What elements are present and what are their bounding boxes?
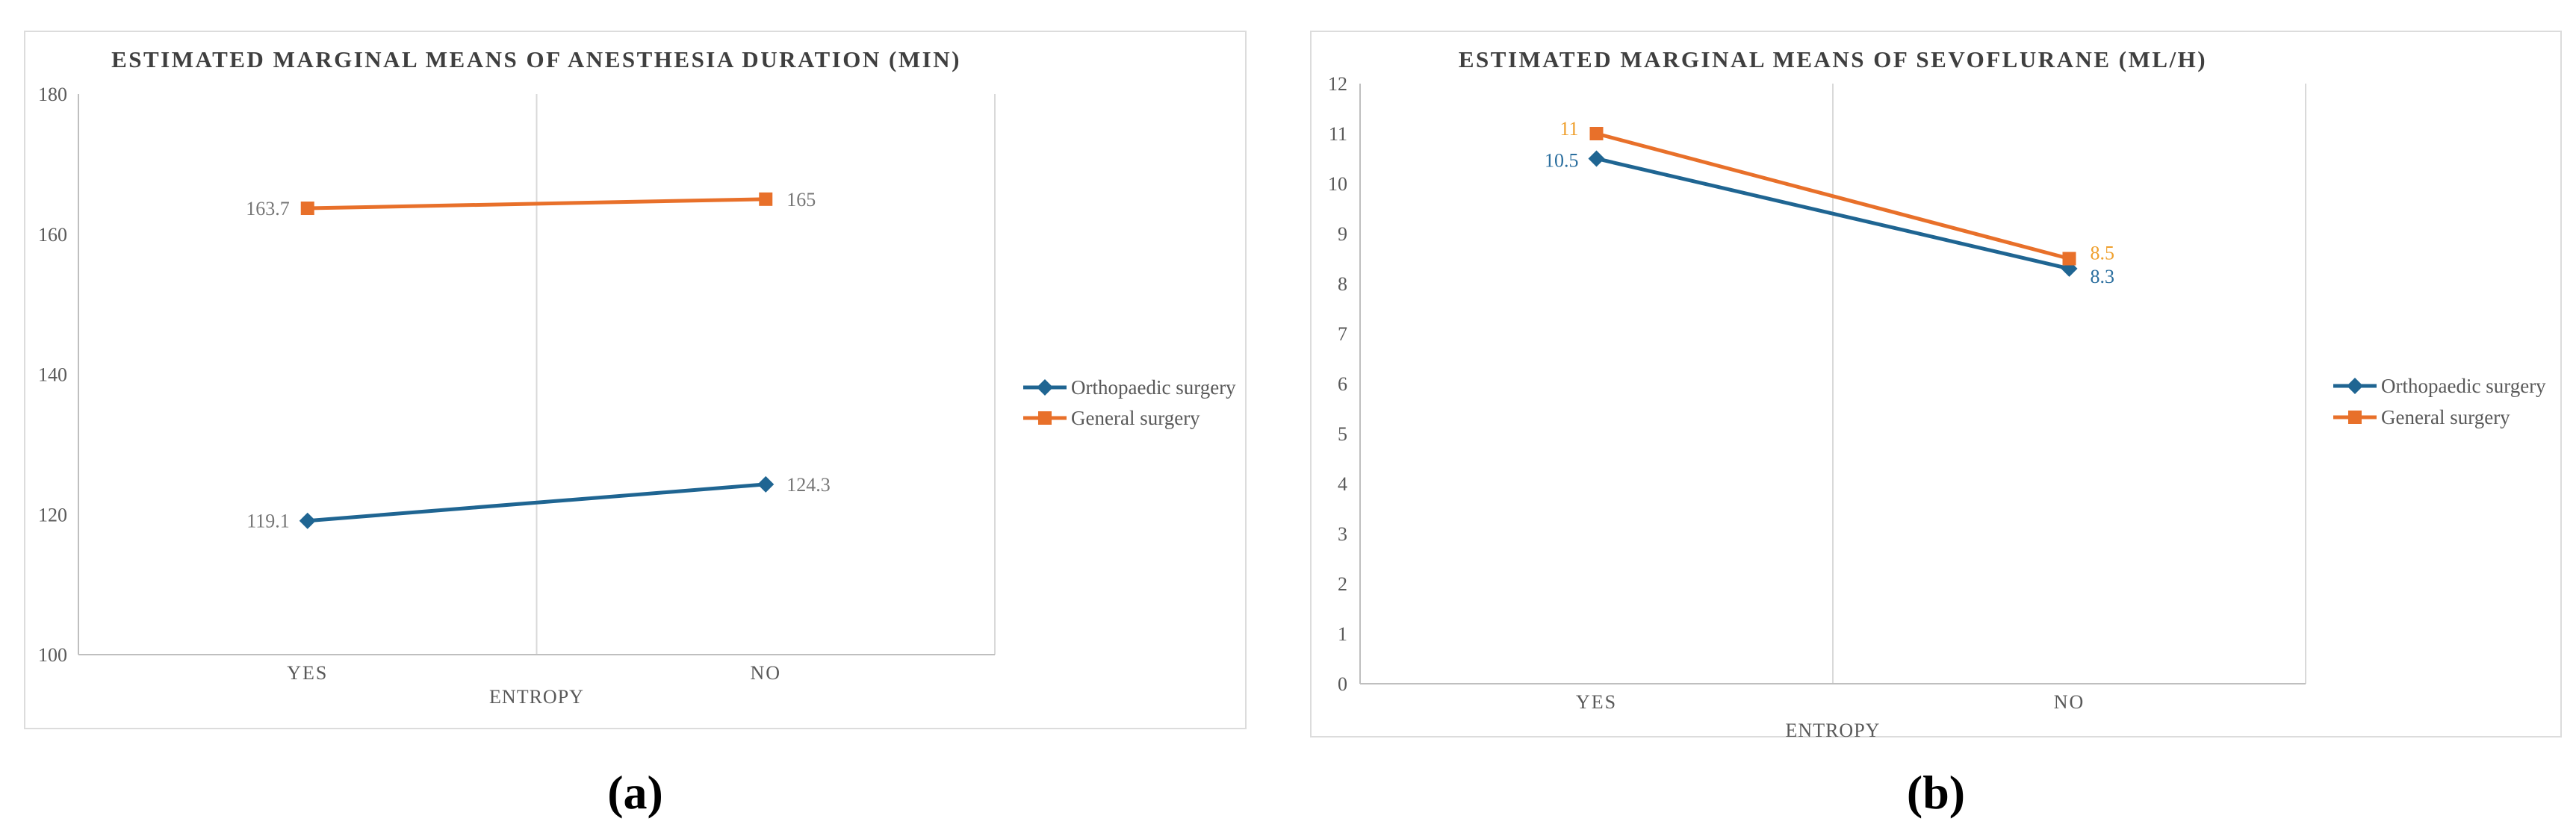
square-marker — [1589, 127, 1604, 140]
y-tick-label: 10 — [1328, 173, 1347, 195]
data-label: 11 — [1559, 118, 1578, 140]
y-tick-label: 0 — [1338, 673, 1347, 695]
y-tick-label: 4 — [1338, 473, 1347, 495]
subfigure-caption-b: (b) — [1906, 766, 1966, 819]
y-tick-label: 100 — [38, 644, 67, 666]
square-marker — [300, 202, 314, 216]
series-line-general-surgery — [307, 197, 766, 210]
x-category-label: NO — [750, 662, 781, 684]
diamond-marker — [299, 512, 316, 529]
series-line-orthopaedic-surgery — [307, 482, 766, 523]
legend-diamond-marker — [2347, 378, 2363, 394]
y-tick-label: 11 — [1329, 123, 1347, 145]
data-label: 119.1 — [246, 511, 290, 532]
chart-a-canvas: ESTIMATED MARGINAL MEANS OF ANESTHESIA D… — [38, 46, 1236, 708]
y-tick-label: 120 — [38, 504, 67, 525]
y-tick-label: 12 — [1328, 73, 1347, 95]
x-axis-title: ENTROPY — [1786, 720, 1881, 739]
legend-diamond-marker — [1037, 379, 1053, 396]
legend-label: General surgery — [1071, 407, 1200, 429]
data-label: 124.3 — [786, 474, 831, 496]
diamond-marker — [757, 475, 775, 493]
chart-sevoflurane-panel: ESTIMATED MARGINAL MEANS OF SEVOFLURANE … — [1310, 31, 2562, 739]
y-tick-label: 8 — [1338, 273, 1347, 295]
y-tick-label: 7 — [1338, 323, 1347, 345]
data-label: 8.3 — [2091, 266, 2115, 287]
data-label: 10.5 — [1545, 150, 1579, 172]
diamond-marker — [1588, 150, 1605, 167]
chart-anesthesia-duration-panel: ESTIMATED MARGINAL MEANS OF ANESTHESIA D… — [24, 31, 1247, 729]
chart-title: ESTIMATED MARGINAL MEANS OF ANESTHESIA D… — [111, 46, 961, 72]
y-tick-label: 180 — [38, 84, 67, 105]
y-tick-label: 5 — [1338, 423, 1347, 445]
series-line-orthopaedic-surgery — [1595, 157, 2070, 271]
y-tick-label: 140 — [38, 364, 67, 386]
legend-square-marker — [1038, 411, 1052, 425]
x-category-label: NO — [2054, 691, 2085, 713]
data-label: 8.5 — [2091, 243, 2115, 264]
y-tick-label: 3 — [1338, 523, 1347, 545]
legend-label: General surgery — [2381, 406, 2510, 428]
legend-label: Orthopaedic surgery — [1071, 376, 1236, 399]
chart-title: ESTIMATED MARGINAL MEANS OF SEVOFLURANE … — [1459, 46, 2207, 72]
data-label: 165 — [786, 189, 816, 210]
y-tick-label: 6 — [1338, 373, 1347, 395]
y-tick-label: 9 — [1338, 223, 1347, 245]
series-line-general-surgery — [1595, 131, 2070, 261]
chart-b-canvas: ESTIMATED MARGINAL MEANS OF SEVOFLURANE … — [1328, 46, 2546, 739]
data-label: 163.7 — [246, 198, 290, 219]
legend-label: Orthopaedic surgery — [2381, 375, 2546, 397]
square-marker — [2062, 252, 2076, 266]
x-category-label: YES — [1576, 691, 1617, 713]
subfigure-caption-a: (a) — [607, 766, 663, 819]
y-tick-label: 160 — [38, 224, 67, 246]
square-marker — [759, 192, 773, 206]
x-category-label: YES — [287, 662, 328, 684]
y-tick-label: 2 — [1338, 573, 1347, 595]
y-tick-label: 1 — [1338, 623, 1347, 645]
x-axis-title: ENTROPY — [489, 686, 584, 708]
legend-square-marker — [2348, 411, 2362, 424]
